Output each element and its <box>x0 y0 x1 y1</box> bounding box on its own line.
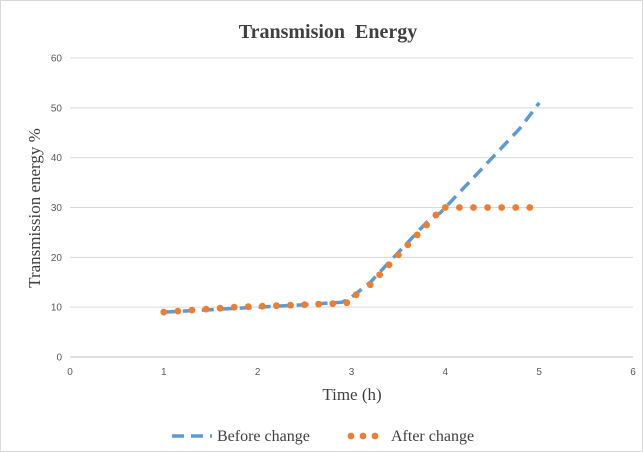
x-tick-label: 1 <box>161 367 167 378</box>
legend-swatch-dot <box>347 432 355 440</box>
y-axis-label: Transmission energy % <box>25 128 44 288</box>
y-tick-label: 50 <box>51 103 63 114</box>
y-tick-label: 0 <box>56 353 62 364</box>
after-change-point <box>376 271 384 279</box>
after-change-point <box>395 251 402 259</box>
legend: Before change After change <box>172 428 474 445</box>
after-change-point <box>216 304 224 312</box>
x-tick-label: 5 <box>536 367 542 378</box>
legend-swatch-dot <box>371 432 379 440</box>
after-change-point <box>329 300 337 308</box>
x-tick-label: 6 <box>630 367 636 378</box>
after-change-point <box>273 302 280 310</box>
legend-swatch-after-change <box>347 432 379 440</box>
y-tick-label: 20 <box>51 253 63 264</box>
after-change-point <box>343 299 351 307</box>
after-change-point <box>244 303 252 311</box>
after-change-point <box>423 221 430 229</box>
after-change-point <box>315 300 323 308</box>
after-change-point <box>352 291 360 299</box>
series-layer <box>160 101 541 316</box>
y-axis-ticks: 0 10 20 30 40 50 60 <box>51 54 63 364</box>
after-change-point <box>230 303 238 311</box>
y-tick-label: 30 <box>51 203 63 214</box>
after-change-point <box>498 204 506 211</box>
after-change-point <box>366 281 374 289</box>
after-change-point <box>432 211 440 219</box>
legend-swatch-dot <box>359 432 367 440</box>
legend-label-before-change: Before change <box>217 428 310 445</box>
x-tick-label: 2 <box>255 367 261 378</box>
legend-label-after-change: After change <box>391 428 474 445</box>
after-change-point <box>526 204 534 211</box>
x-tick-label: 0 <box>67 367 73 378</box>
x-axis-label: Time (h) <box>322 385 381 404</box>
y-tick-label: 10 <box>51 303 63 314</box>
after-change-point <box>258 302 266 310</box>
x-tick-label: 3 <box>349 367 355 378</box>
x-tick-label: 4 <box>443 367 449 378</box>
x-axis-ticks: 0 1 2 3 4 5 6 <box>67 367 636 378</box>
after-change-point <box>512 204 520 211</box>
chart-title: Transmision Energy <box>239 21 418 43</box>
after-change-point <box>413 231 421 239</box>
after-change-point <box>484 204 491 211</box>
after-change-point <box>441 204 449 211</box>
after-change-point <box>202 305 210 313</box>
after-change-point <box>385 261 393 269</box>
after-change-point <box>287 301 294 309</box>
after-change-point <box>160 308 168 316</box>
after-change-point <box>456 204 463 211</box>
y-tick-label: 40 <box>51 153 63 164</box>
y-tick-label: 60 <box>51 54 63 65</box>
after-change-point <box>188 306 196 314</box>
gridlines <box>70 57 633 308</box>
after-change-point <box>404 241 412 249</box>
after-change-point <box>174 307 182 315</box>
after-change-point <box>470 204 477 211</box>
after-change-point <box>301 301 308 309</box>
